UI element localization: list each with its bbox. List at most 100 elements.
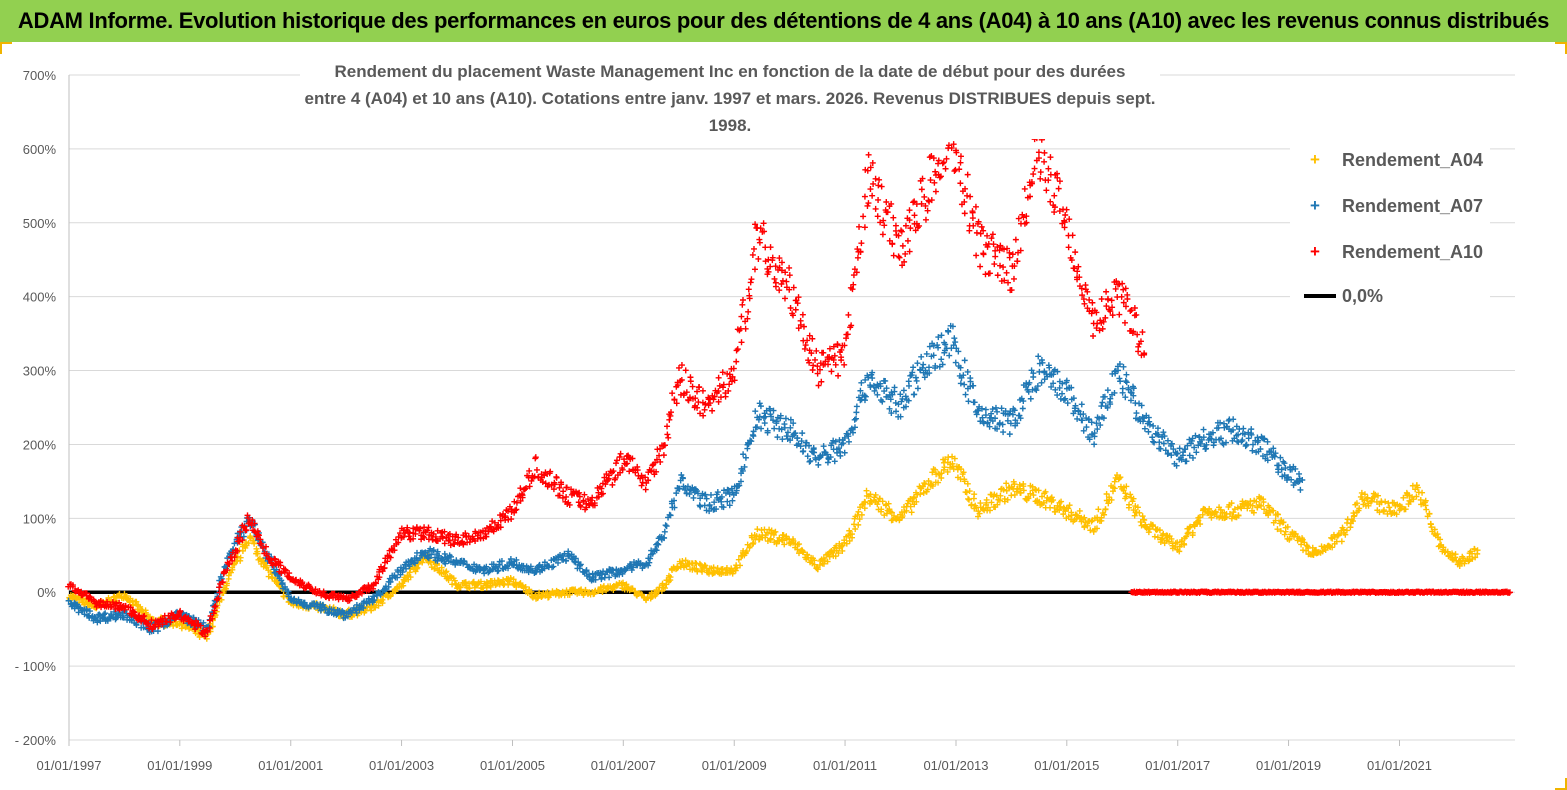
- marker-a04: [1123, 493, 1130, 500]
- marker-a10: [282, 567, 289, 574]
- marker-a10: [869, 159, 876, 166]
- marker-a07: [964, 368, 971, 375]
- marker-a04: [1136, 509, 1143, 516]
- marker-a07: [1168, 440, 1175, 447]
- y-tick-label: 500%: [23, 216, 57, 231]
- marker-a10: [642, 474, 649, 481]
- marker-a04: [1030, 492, 1037, 499]
- marker-a10: [1043, 187, 1050, 194]
- marker-a10: [809, 335, 816, 342]
- marker-a10: [1076, 274, 1083, 281]
- marker-a10: [881, 222, 888, 229]
- marker-a10: [237, 528, 244, 535]
- marker-a07: [926, 343, 933, 350]
- marker-a04: [253, 545, 260, 552]
- marker-a07: [757, 403, 764, 410]
- marker-a10: [512, 507, 519, 514]
- marker-a04: [1184, 530, 1191, 537]
- marker-a10: [601, 474, 608, 481]
- marker-a04: [1020, 481, 1027, 488]
- marker-a04: [1111, 485, 1118, 492]
- marker-a07: [740, 451, 747, 458]
- marker-a10: [1010, 275, 1017, 282]
- marker-a10: [613, 457, 620, 464]
- marker-a10: [598, 485, 605, 492]
- marker-a10: [994, 244, 1001, 251]
- marker-a10: [984, 243, 991, 250]
- marker-a10: [1041, 158, 1048, 165]
- marker-a10: [772, 283, 779, 290]
- marker-a10: [550, 486, 557, 493]
- marker-a07: [756, 400, 763, 407]
- marker-a07: [970, 382, 977, 389]
- marker-a10: [986, 270, 993, 277]
- marker-a07: [986, 423, 993, 430]
- marker-a10: [1120, 299, 1127, 306]
- marker-a10: [745, 286, 752, 293]
- marker-a10: [1068, 257, 1075, 264]
- marker-a07: [1235, 431, 1242, 438]
- marker-a04: [1183, 533, 1190, 540]
- marker-a07: [430, 547, 437, 554]
- marker-a07: [1056, 384, 1063, 391]
- marker-a07: [862, 393, 869, 400]
- marker-a10: [1071, 265, 1078, 272]
- marker-a07: [883, 385, 890, 392]
- marker-a04: [856, 516, 863, 523]
- marker-a10: [844, 331, 851, 338]
- marker-a07: [671, 497, 678, 504]
- marker-a07: [942, 341, 949, 348]
- marker-a10: [838, 346, 845, 353]
- marker-a07: [975, 407, 982, 414]
- marker-a10: [686, 394, 693, 401]
- marker-a10: [927, 177, 934, 184]
- marker-a07: [1122, 378, 1129, 385]
- marker-a07: [1014, 420, 1021, 427]
- marker-a04: [832, 553, 839, 560]
- marker-a10: [1141, 350, 1148, 357]
- marker-a10: [1051, 192, 1058, 199]
- marker-a04: [1261, 506, 1268, 513]
- marker-a07: [1275, 462, 1282, 469]
- marker-a07: [690, 494, 697, 501]
- marker-a07: [984, 420, 991, 427]
- marker-a10: [694, 388, 701, 395]
- marker-a07: [950, 342, 957, 349]
- marker-a04: [994, 501, 1001, 508]
- marker-a10: [417, 525, 424, 532]
- marker-a10: [980, 251, 987, 258]
- marker-a10: [177, 607, 184, 614]
- marker-a10: [1021, 185, 1028, 192]
- marker-a10: [547, 468, 554, 475]
- marker-a10: [849, 286, 856, 293]
- marker-a04: [1189, 529, 1196, 536]
- marker-a10: [896, 254, 903, 261]
- marker-a10: [810, 362, 817, 369]
- marker-a04: [779, 537, 786, 544]
- marker-a07: [1184, 442, 1191, 449]
- marker-a07: [939, 361, 946, 368]
- marker-a07: [586, 571, 593, 578]
- marker-a07: [1123, 379, 1130, 386]
- marker-a10: [556, 492, 563, 499]
- marker-a10: [733, 358, 740, 365]
- marker-a04: [1186, 524, 1193, 531]
- marker-a10: [241, 523, 248, 530]
- marker-a10: [1108, 297, 1115, 304]
- marker-a07: [752, 408, 759, 415]
- marker-a10: [786, 264, 793, 271]
- marker-a07: [653, 547, 660, 554]
- marker-a07: [412, 560, 419, 567]
- marker-a10: [699, 387, 706, 394]
- marker-a04: [505, 581, 512, 588]
- marker-a10: [1004, 245, 1011, 252]
- marker-a07: [862, 376, 869, 383]
- marker-a10: [404, 524, 411, 531]
- marker-a10: [532, 454, 539, 461]
- corner-marker-top-right: [1555, 42, 1567, 54]
- marker-a04: [1274, 526, 1281, 533]
- marker-a10: [551, 479, 558, 486]
- marker-a10: [767, 263, 774, 270]
- marker-a07: [989, 406, 996, 413]
- marker-a07: [961, 381, 968, 388]
